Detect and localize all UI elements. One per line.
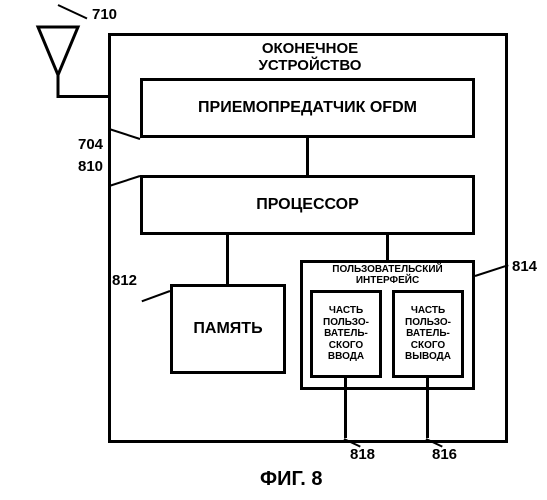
ref-processor: 810 bbox=[78, 158, 103, 175]
conn-processor-memory bbox=[226, 235, 229, 284]
block-transceiver: ПРИЕМОПРЕДАТЧИК OFDM bbox=[140, 78, 475, 138]
ui-title: ПОЛЬЗОВАТЕЛЬСКИЙ ИНТЕРФЕЙС bbox=[304, 264, 471, 286]
block-ui-input: ЧАСТЬ ПОЛЬЗО-ВАТЕЛЬ-СКОГО ВВОДА bbox=[310, 290, 382, 378]
ref-ui-output: 816 bbox=[432, 446, 457, 463]
figure-label: ФИГ. 8 bbox=[260, 468, 323, 491]
label-processor: ПРОЦЕССОР bbox=[256, 196, 359, 214]
label-transceiver: ПРИЕМОПРЕДАТЧИК OFDM bbox=[198, 99, 417, 117]
antenna-icon bbox=[30, 20, 90, 100]
lead-816 bbox=[426, 378, 429, 438]
ref-ui: 814 bbox=[512, 258, 537, 275]
container-title: ОКОНЕЧНОЕ УСТРОЙСТВО bbox=[210, 40, 410, 74]
block-processor: ПРОЦЕССОР bbox=[140, 175, 475, 235]
label-ui-input: ЧАСТЬ ПОЛЬЗО-ВАТЕЛЬ-СКОГО ВВОДА bbox=[313, 305, 379, 363]
block-ui-output: ЧАСТЬ ПОЛЬЗО-ВАТЕЛЬ-СКОГО ВЫВОДА bbox=[392, 290, 464, 378]
conn-processor-ui bbox=[386, 235, 389, 260]
ref-memory: 812 bbox=[112, 272, 137, 289]
label-memory: ПАМЯТЬ bbox=[193, 320, 262, 338]
lead-818 bbox=[344, 378, 347, 438]
ref-ui-input: 818 bbox=[350, 446, 375, 463]
block-memory: ПАМЯТЬ bbox=[170, 284, 286, 374]
label-ui-output: ЧАСТЬ ПОЛЬЗО-ВАТЕЛЬ-СКОГО ВЫВОДА bbox=[395, 305, 461, 363]
conn-transceiver-processor bbox=[306, 138, 309, 175]
lead-antenna-ref bbox=[58, 4, 88, 19]
diagram-canvas: 710 ОКОНЕЧНОЕ УСТРОЙСТВО ПРИЕМОПРЕДАТЧИК… bbox=[0, 0, 547, 500]
ref-antenna: 710 bbox=[92, 6, 117, 23]
ref-transceiver: 704 bbox=[78, 136, 103, 153]
